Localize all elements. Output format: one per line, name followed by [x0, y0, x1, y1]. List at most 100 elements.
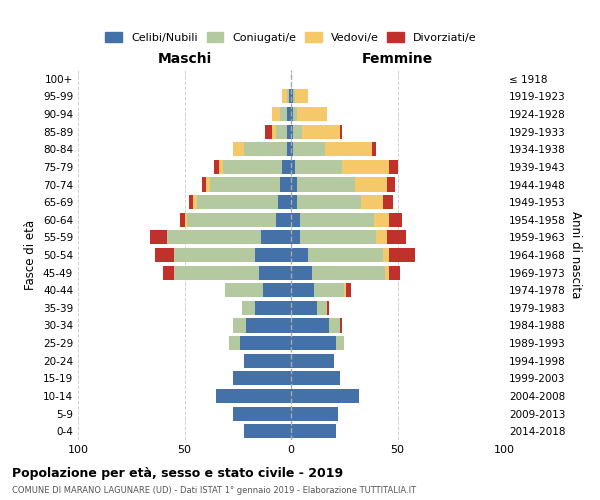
Bar — [317, 301, 327, 315]
Bar — [291, 142, 293, 156]
Bar — [293, 142, 325, 156]
Bar — [295, 160, 342, 174]
Bar — [283, 160, 291, 174]
Bar — [223, 160, 283, 174]
Text: Popolazione per età, sesso e stato civile - 2019: Popolazione per età, sesso e stato civil… — [12, 468, 343, 480]
Bar — [291, 160, 295, 174]
Bar — [265, 124, 272, 138]
Bar — [255, 248, 291, 262]
Bar — [293, 90, 295, 104]
Bar — [314, 283, 344, 298]
Bar — [308, 248, 383, 262]
Bar — [163, 266, 174, 280]
Bar — [272, 124, 276, 138]
Bar — [387, 230, 406, 244]
Bar — [287, 124, 291, 138]
Bar — [291, 107, 293, 121]
Bar — [291, 178, 298, 192]
Bar — [240, 336, 291, 350]
Bar — [218, 160, 223, 174]
Bar — [197, 195, 278, 209]
Bar — [313, 266, 385, 280]
Bar — [233, 406, 291, 420]
Bar — [261, 230, 291, 244]
Bar — [340, 124, 342, 138]
Bar — [361, 195, 383, 209]
Bar — [372, 142, 376, 156]
Bar — [346, 283, 350, 298]
Bar — [342, 160, 389, 174]
Bar — [185, 212, 187, 227]
Bar — [280, 107, 287, 121]
Bar — [336, 336, 344, 350]
Bar — [295, 90, 308, 104]
Bar — [387, 178, 395, 192]
Bar — [180, 212, 185, 227]
Bar — [298, 178, 355, 192]
Text: Femmine: Femmine — [362, 52, 433, 66]
Bar — [344, 283, 346, 298]
Bar — [233, 372, 291, 386]
Bar — [291, 354, 334, 368]
Bar — [244, 424, 291, 438]
Bar — [298, 107, 327, 121]
Bar — [329, 318, 340, 332]
Bar — [327, 301, 329, 315]
Y-axis label: Anni di nascita: Anni di nascita — [569, 212, 582, 298]
Bar — [242, 301, 255, 315]
Bar — [174, 266, 259, 280]
Bar — [298, 195, 361, 209]
Bar — [291, 283, 314, 298]
Bar — [276, 212, 291, 227]
Bar — [151, 230, 167, 244]
Bar — [325, 142, 372, 156]
Bar — [291, 124, 293, 138]
Legend: Celibi/Nubili, Coniugati/e, Vedovi/e, Divorziati/e: Celibi/Nubili, Coniugati/e, Vedovi/e, Di… — [101, 28, 481, 47]
Bar — [287, 90, 289, 104]
Bar — [293, 124, 302, 138]
Bar — [291, 301, 317, 315]
Bar — [189, 195, 193, 209]
Text: Maschi: Maschi — [157, 52, 212, 66]
Bar — [276, 124, 287, 138]
Bar — [293, 107, 298, 121]
Bar — [255, 301, 291, 315]
Bar — [202, 178, 206, 192]
Bar — [210, 178, 280, 192]
Bar — [229, 336, 240, 350]
Bar — [291, 318, 329, 332]
Bar — [259, 266, 291, 280]
Bar — [193, 195, 197, 209]
Bar — [283, 90, 287, 104]
Bar — [291, 424, 336, 438]
Bar — [291, 90, 293, 104]
Bar — [289, 90, 291, 104]
Bar — [206, 178, 210, 192]
Bar — [389, 212, 402, 227]
Bar — [291, 212, 299, 227]
Bar — [217, 389, 291, 403]
Bar — [291, 336, 336, 350]
Bar — [291, 372, 340, 386]
Bar — [340, 318, 342, 332]
Bar — [383, 248, 389, 262]
Bar — [302, 124, 340, 138]
Bar — [383, 195, 393, 209]
Bar — [389, 266, 400, 280]
Bar — [299, 212, 374, 227]
Bar — [287, 142, 291, 156]
Bar — [187, 212, 276, 227]
Bar — [355, 178, 387, 192]
Bar — [291, 230, 299, 244]
Bar — [299, 230, 376, 244]
Bar — [389, 248, 415, 262]
Bar — [214, 160, 218, 174]
Y-axis label: Fasce di età: Fasce di età — [25, 220, 37, 290]
Bar — [291, 389, 359, 403]
Bar — [272, 107, 280, 121]
Bar — [246, 318, 291, 332]
Bar — [233, 318, 246, 332]
Bar — [287, 107, 291, 121]
Bar — [389, 160, 398, 174]
Text: COMUNE DI MARANO LAGUNARE (UD) - Dati ISTAT 1° gennaio 2019 - Elaborazione TUTTI: COMUNE DI MARANO LAGUNARE (UD) - Dati IS… — [12, 486, 416, 495]
